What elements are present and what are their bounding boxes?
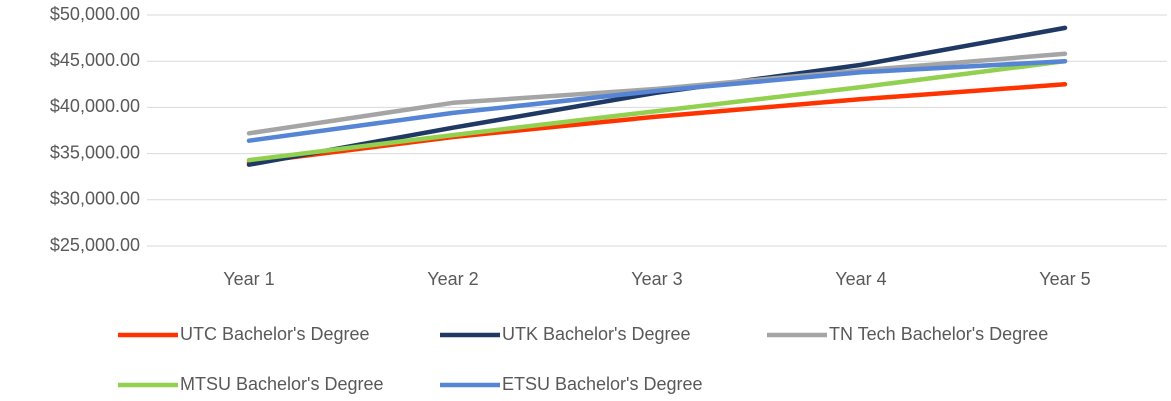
legend-label: UTK Bachelor's Degree [502,324,691,344]
legend-label: MTSU Bachelor's Degree [180,374,384,394]
y-tick-label: $35,000.00 [50,142,140,162]
x-tick-label: Year 2 [427,269,478,289]
y-tick-label: $50,000.00 [50,4,140,24]
series-line [246,58,1068,163]
x-tick-label: Year 1 [223,269,274,289]
legend-label: TN Tech Bachelor's Degree [829,324,1048,344]
y-tick-label: $30,000.00 [50,189,140,209]
y-tick-label: $40,000.00 [50,96,140,116]
legend-label: ETSU Bachelor's Degree [502,374,703,394]
x-tick-label: Year 3 [631,269,682,289]
x-tick-label: Year 4 [835,269,886,289]
series-line [246,58,1068,143]
legend-label: UTC Bachelor's Degree [180,324,370,344]
y-tick-label: $45,000.00 [50,50,140,70]
x-tick-label: Year 5 [1039,269,1090,289]
y-tick-label: $25,000.00 [50,235,140,255]
